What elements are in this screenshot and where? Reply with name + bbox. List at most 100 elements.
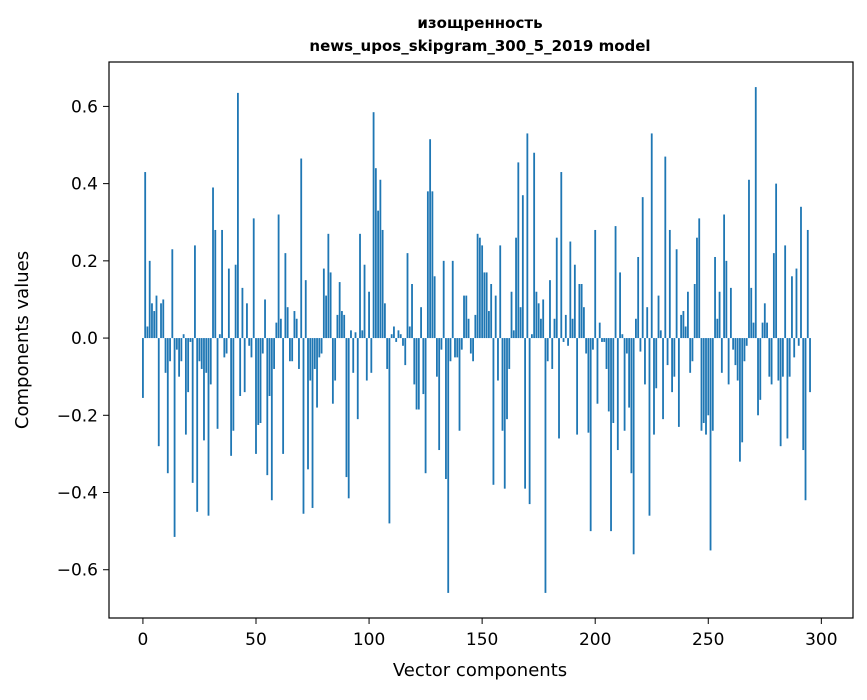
bar-240 bbox=[684, 326, 687, 339]
bar-32 bbox=[214, 229, 217, 339]
bar-263 bbox=[736, 338, 739, 381]
bar-276 bbox=[766, 322, 768, 339]
bar-255 bbox=[718, 291, 721, 339]
bar-254 bbox=[716, 318, 719, 339]
bar-243 bbox=[691, 338, 694, 362]
bar-252 bbox=[711, 338, 714, 431]
bar-116 bbox=[404, 338, 407, 366]
bar-266 bbox=[743, 338, 746, 362]
bar-1 bbox=[144, 172, 147, 339]
bar-7 bbox=[157, 338, 160, 447]
bar-13 bbox=[171, 249, 174, 339]
bar-217 bbox=[632, 338, 635, 555]
bar-102 bbox=[372, 112, 375, 339]
bar-258 bbox=[725, 260, 728, 339]
bar-0 bbox=[142, 338, 144, 398]
bar-169 bbox=[524, 338, 526, 489]
bar-16 bbox=[178, 338, 181, 377]
bar-59 bbox=[275, 322, 278, 339]
bar-274 bbox=[761, 322, 764, 339]
bar-6 bbox=[155, 295, 158, 339]
bar-130 bbox=[436, 338, 438, 377]
bar-160 bbox=[503, 338, 506, 489]
bar-185 bbox=[560, 172, 563, 339]
bar-198 bbox=[589, 338, 592, 532]
bar-176 bbox=[540, 318, 542, 339]
bar-271 bbox=[754, 87, 757, 339]
y-tick-label: 0.0 bbox=[71, 329, 98, 349]
bar-205 bbox=[605, 338, 608, 369]
bar-73 bbox=[307, 338, 309, 470]
bar-77 bbox=[316, 338, 318, 408]
bar-109 bbox=[388, 338, 391, 524]
bar-3 bbox=[148, 260, 151, 339]
bar-153 bbox=[488, 311, 490, 339]
bar-163 bbox=[510, 291, 513, 339]
bar-273 bbox=[759, 338, 762, 400]
bar-41 bbox=[234, 264, 237, 339]
bar-251 bbox=[709, 338, 712, 551]
bar-119 bbox=[411, 284, 413, 339]
bar-257 bbox=[723, 214, 726, 339]
bar-37 bbox=[225, 338, 228, 354]
bar-236 bbox=[675, 249, 678, 339]
bar-195 bbox=[582, 307, 585, 339]
bar-187 bbox=[564, 314, 567, 339]
bar-164 bbox=[512, 330, 515, 339]
bar-135 bbox=[447, 338, 450, 593]
bar-27 bbox=[203, 338, 205, 441]
bar-86 bbox=[336, 314, 339, 339]
bar-61 bbox=[279, 318, 282, 339]
bar-288 bbox=[793, 338, 796, 358]
bar-57 bbox=[270, 338, 273, 501]
bar-53 bbox=[261, 338, 264, 354]
bar-44 bbox=[241, 287, 244, 339]
bar-235 bbox=[673, 338, 676, 377]
bar-207 bbox=[610, 338, 612, 532]
bar-40 bbox=[232, 338, 235, 431]
bar-200 bbox=[594, 229, 597, 339]
chart-title: изощренность bbox=[417, 14, 542, 32]
bar-131 bbox=[438, 338, 441, 451]
bar-223 bbox=[646, 307, 649, 339]
bar-105 bbox=[379, 179, 382, 339]
bar-196 bbox=[585, 338, 588, 354]
bar-124 bbox=[422, 338, 425, 395]
bar-250 bbox=[707, 338, 710, 416]
bar-229 bbox=[659, 330, 662, 339]
bar-167 bbox=[519, 307, 522, 339]
bar-125 bbox=[424, 338, 427, 474]
bar-211 bbox=[619, 272, 621, 339]
bar-78 bbox=[318, 338, 321, 358]
bar-94 bbox=[354, 332, 357, 339]
bar-20 bbox=[187, 338, 190, 393]
bar-5 bbox=[153, 311, 156, 339]
bar-38 bbox=[227, 268, 230, 339]
bar-149 bbox=[478, 237, 481, 339]
bar-202 bbox=[598, 322, 601, 339]
bar-114 bbox=[399, 334, 402, 339]
bar-279 bbox=[772, 253, 775, 339]
bar-67 bbox=[293, 311, 296, 339]
bar-93 bbox=[352, 338, 355, 373]
bar-265 bbox=[741, 338, 744, 443]
y-tick-label: 0.6 bbox=[71, 97, 98, 117]
bar-29 bbox=[207, 338, 210, 516]
bar-183 bbox=[555, 237, 558, 339]
bar-51 bbox=[257, 338, 260, 425]
bar-23 bbox=[194, 245, 196, 339]
bar-21 bbox=[189, 338, 192, 342]
x-tick-label: 100 bbox=[353, 630, 385, 650]
chart-subtitle: news_upos_skipgram_300_5_2019 model bbox=[309, 37, 650, 55]
bar-76 bbox=[313, 338, 316, 369]
bar-11 bbox=[166, 338, 169, 474]
bar-82 bbox=[327, 233, 330, 339]
bar-178 bbox=[544, 338, 547, 593]
bar-259 bbox=[727, 338, 730, 385]
bar-233 bbox=[668, 229, 671, 339]
bar-161 bbox=[506, 338, 508, 420]
bar-237 bbox=[677, 338, 680, 427]
bar-110 bbox=[390, 334, 393, 339]
bar-55 bbox=[266, 338, 269, 476]
y-tick-label: −0.2 bbox=[57, 406, 98, 426]
